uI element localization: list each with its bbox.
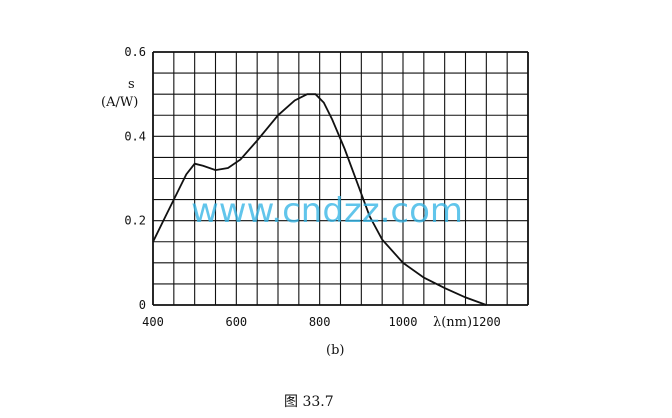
y-tick-label: 0.4 [124, 129, 146, 143]
x-tick-label: 600 [225, 315, 247, 329]
x-tick-label: 1000 [389, 315, 418, 329]
y-tick-label: 0 [139, 298, 146, 312]
y-tick-label: 0.6 [124, 45, 146, 59]
x-axis-label: λ(nm) [433, 315, 472, 330]
series-line [152, 93, 487, 306]
panel-label: (b) [326, 343, 344, 358]
tick-labels: 400 600 800 1000 1200 0 0.2 0.4 0.6 [124, 45, 500, 329]
x-tick-label: 400 [142, 315, 164, 329]
watermark: www.cndzz.com [191, 191, 463, 231]
y-axis-unit: (A/W) [101, 95, 138, 110]
figure-caption: 图 33.7 [284, 394, 334, 410]
y-axis-symbol: s [128, 77, 135, 92]
x-tick-label: 800 [309, 315, 331, 329]
grid [152, 51, 529, 306]
y-tick-label: 0.2 [124, 214, 146, 228]
x-tick-label: 1200 [472, 315, 501, 329]
